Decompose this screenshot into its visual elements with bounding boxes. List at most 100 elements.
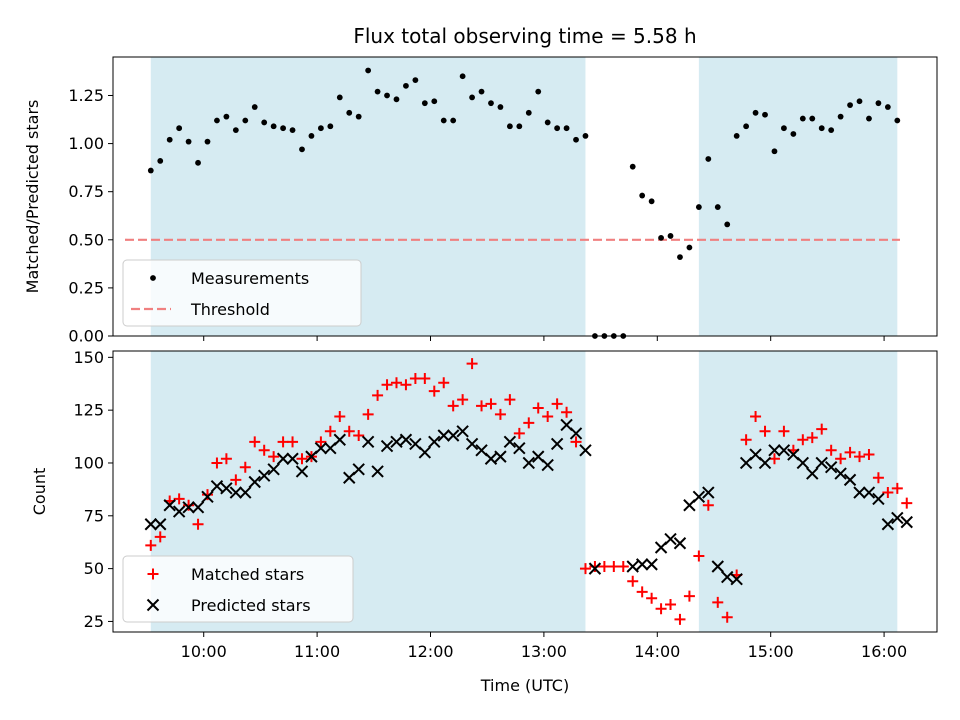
matched-point (201, 489, 213, 501)
predicted-point (853, 486, 866, 499)
matched-point (882, 487, 894, 499)
matched-point (457, 394, 469, 406)
measurement-point (875, 100, 882, 107)
measurement-point (648, 198, 655, 205)
matched-point (835, 453, 847, 465)
matched-point (740, 434, 752, 446)
x-tick-label: 14:00 (634, 642, 680, 661)
measurement-point (440, 117, 447, 124)
x-axis-label: Time (UTC) (480, 676, 569, 695)
matched-point (901, 497, 913, 509)
predicted-point (730, 572, 743, 586)
series-dot (147, 67, 901, 339)
matched-point (324, 425, 336, 437)
y-tick-label: 100 (73, 453, 104, 472)
predicted-point (815, 456, 828, 470)
matched-point (570, 436, 582, 448)
y-tick-label: 0.00 (68, 327, 104, 346)
matched-point (154, 531, 166, 543)
predicted-point (843, 473, 857, 487)
measurement-point (223, 113, 230, 120)
matched-point (447, 400, 459, 412)
top-y-axis-label: Matched/Predicted stars (23, 100, 42, 294)
measurement-point (695, 204, 702, 210)
matched-point (683, 590, 695, 602)
matched-point (617, 561, 629, 573)
predicted-point (257, 469, 271, 482)
predicted-point (484, 452, 498, 465)
y-tick-label: 25 (84, 612, 104, 631)
predicted-point (645, 558, 658, 571)
matched-point (504, 394, 516, 406)
measurement-point (261, 119, 268, 126)
matched-point (173, 493, 185, 505)
measurement-point (176, 125, 183, 132)
matched-point (759, 425, 771, 437)
measurement-point (289, 127, 296, 134)
matched-point (598, 561, 610, 573)
ratio-panel: 0.00 0.25 0.50 0.75 1.00 1.25 Matched/Predict… (23, 56, 938, 346)
matched-point (409, 372, 421, 384)
measurement-point (582, 132, 589, 139)
x-tick-label: 10:00 (181, 642, 227, 661)
measurement-point (837, 113, 844, 120)
measurement-point (459, 73, 466, 80)
measurement-point (488, 100, 494, 107)
y-tick-label: 125 (73, 401, 104, 420)
measurement-point (724, 221, 731, 228)
matched-point (513, 427, 525, 439)
matched-point (542, 410, 554, 422)
predicted-point (588, 562, 602, 575)
measurement-point (384, 92, 390, 99)
matched-point (192, 518, 204, 530)
measurement-point (232, 127, 239, 134)
predicted-point (824, 460, 838, 474)
ratio-plot-area (125, 67, 901, 339)
y-tick-label: 0.25 (68, 278, 104, 297)
predicted-point (664, 532, 677, 546)
measurement-point (752, 109, 759, 116)
legend-label: Threshold (190, 300, 270, 319)
y-tick-label: 150 (73, 348, 104, 367)
measurement-point (299, 146, 305, 153)
matched-point (230, 474, 242, 486)
matched-point (362, 408, 374, 420)
y-tick-label: 75 (84, 506, 104, 525)
matched-point (863, 449, 875, 461)
y-tick-label: 0.75 (68, 182, 104, 201)
matched-point (390, 377, 402, 389)
predicted-point (390, 435, 403, 449)
measurement-point (535, 88, 542, 95)
predicted-point (891, 511, 904, 525)
matched-point (296, 453, 308, 465)
measurement-point (667, 233, 674, 239)
predicted-point (144, 518, 158, 531)
measurement-point (894, 117, 901, 124)
matched-point (872, 472, 884, 484)
predicted-point (862, 486, 876, 499)
predicted-point (418, 446, 432, 459)
measurement-point (686, 244, 693, 251)
predicted-point (276, 452, 290, 465)
matched-point (854, 451, 866, 463)
matched-point (778, 425, 790, 437)
matched-point (268, 451, 280, 463)
measurement-point (799, 115, 806, 122)
predicted-point (758, 456, 772, 470)
series-x (144, 418, 913, 586)
predicted-point (721, 570, 734, 584)
predicted-point (579, 444, 592, 457)
measurement-point (431, 98, 438, 105)
measurement-point (714, 204, 721, 210)
matched-point (315, 436, 327, 448)
matched-point (750, 410, 762, 422)
top-axes-frame (112, 56, 938, 337)
predicted-point (428, 435, 441, 449)
predicted-point (465, 437, 479, 451)
measurement-point (884, 104, 891, 110)
measurement-point (280, 125, 286, 132)
matched-point (579, 563, 591, 575)
measurement-point (204, 138, 211, 145)
legend-marker (146, 598, 160, 612)
measurement-point (242, 117, 249, 124)
